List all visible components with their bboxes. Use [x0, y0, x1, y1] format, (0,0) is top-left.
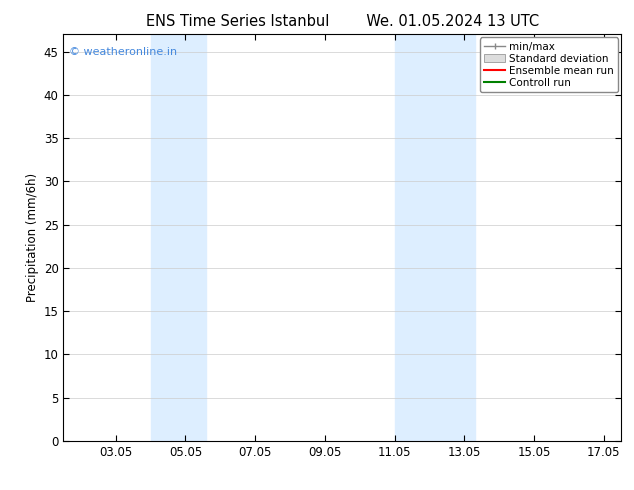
Text: © weatheronline.in: © weatheronline.in — [69, 47, 177, 56]
Bar — [429, 34, 475, 441]
Legend: min/max, Standard deviation, Ensemble mean run, Controll run: min/max, Standard deviation, Ensemble me… — [480, 37, 618, 92]
Bar — [394, 34, 429, 441]
Y-axis label: Precipitation (mm/6h): Precipitation (mm/6h) — [27, 173, 39, 302]
Bar — [150, 34, 206, 441]
Title: ENS Time Series Istanbul        We. 01.05.2024 13 UTC: ENS Time Series Istanbul We. 01.05.2024 … — [146, 14, 539, 29]
